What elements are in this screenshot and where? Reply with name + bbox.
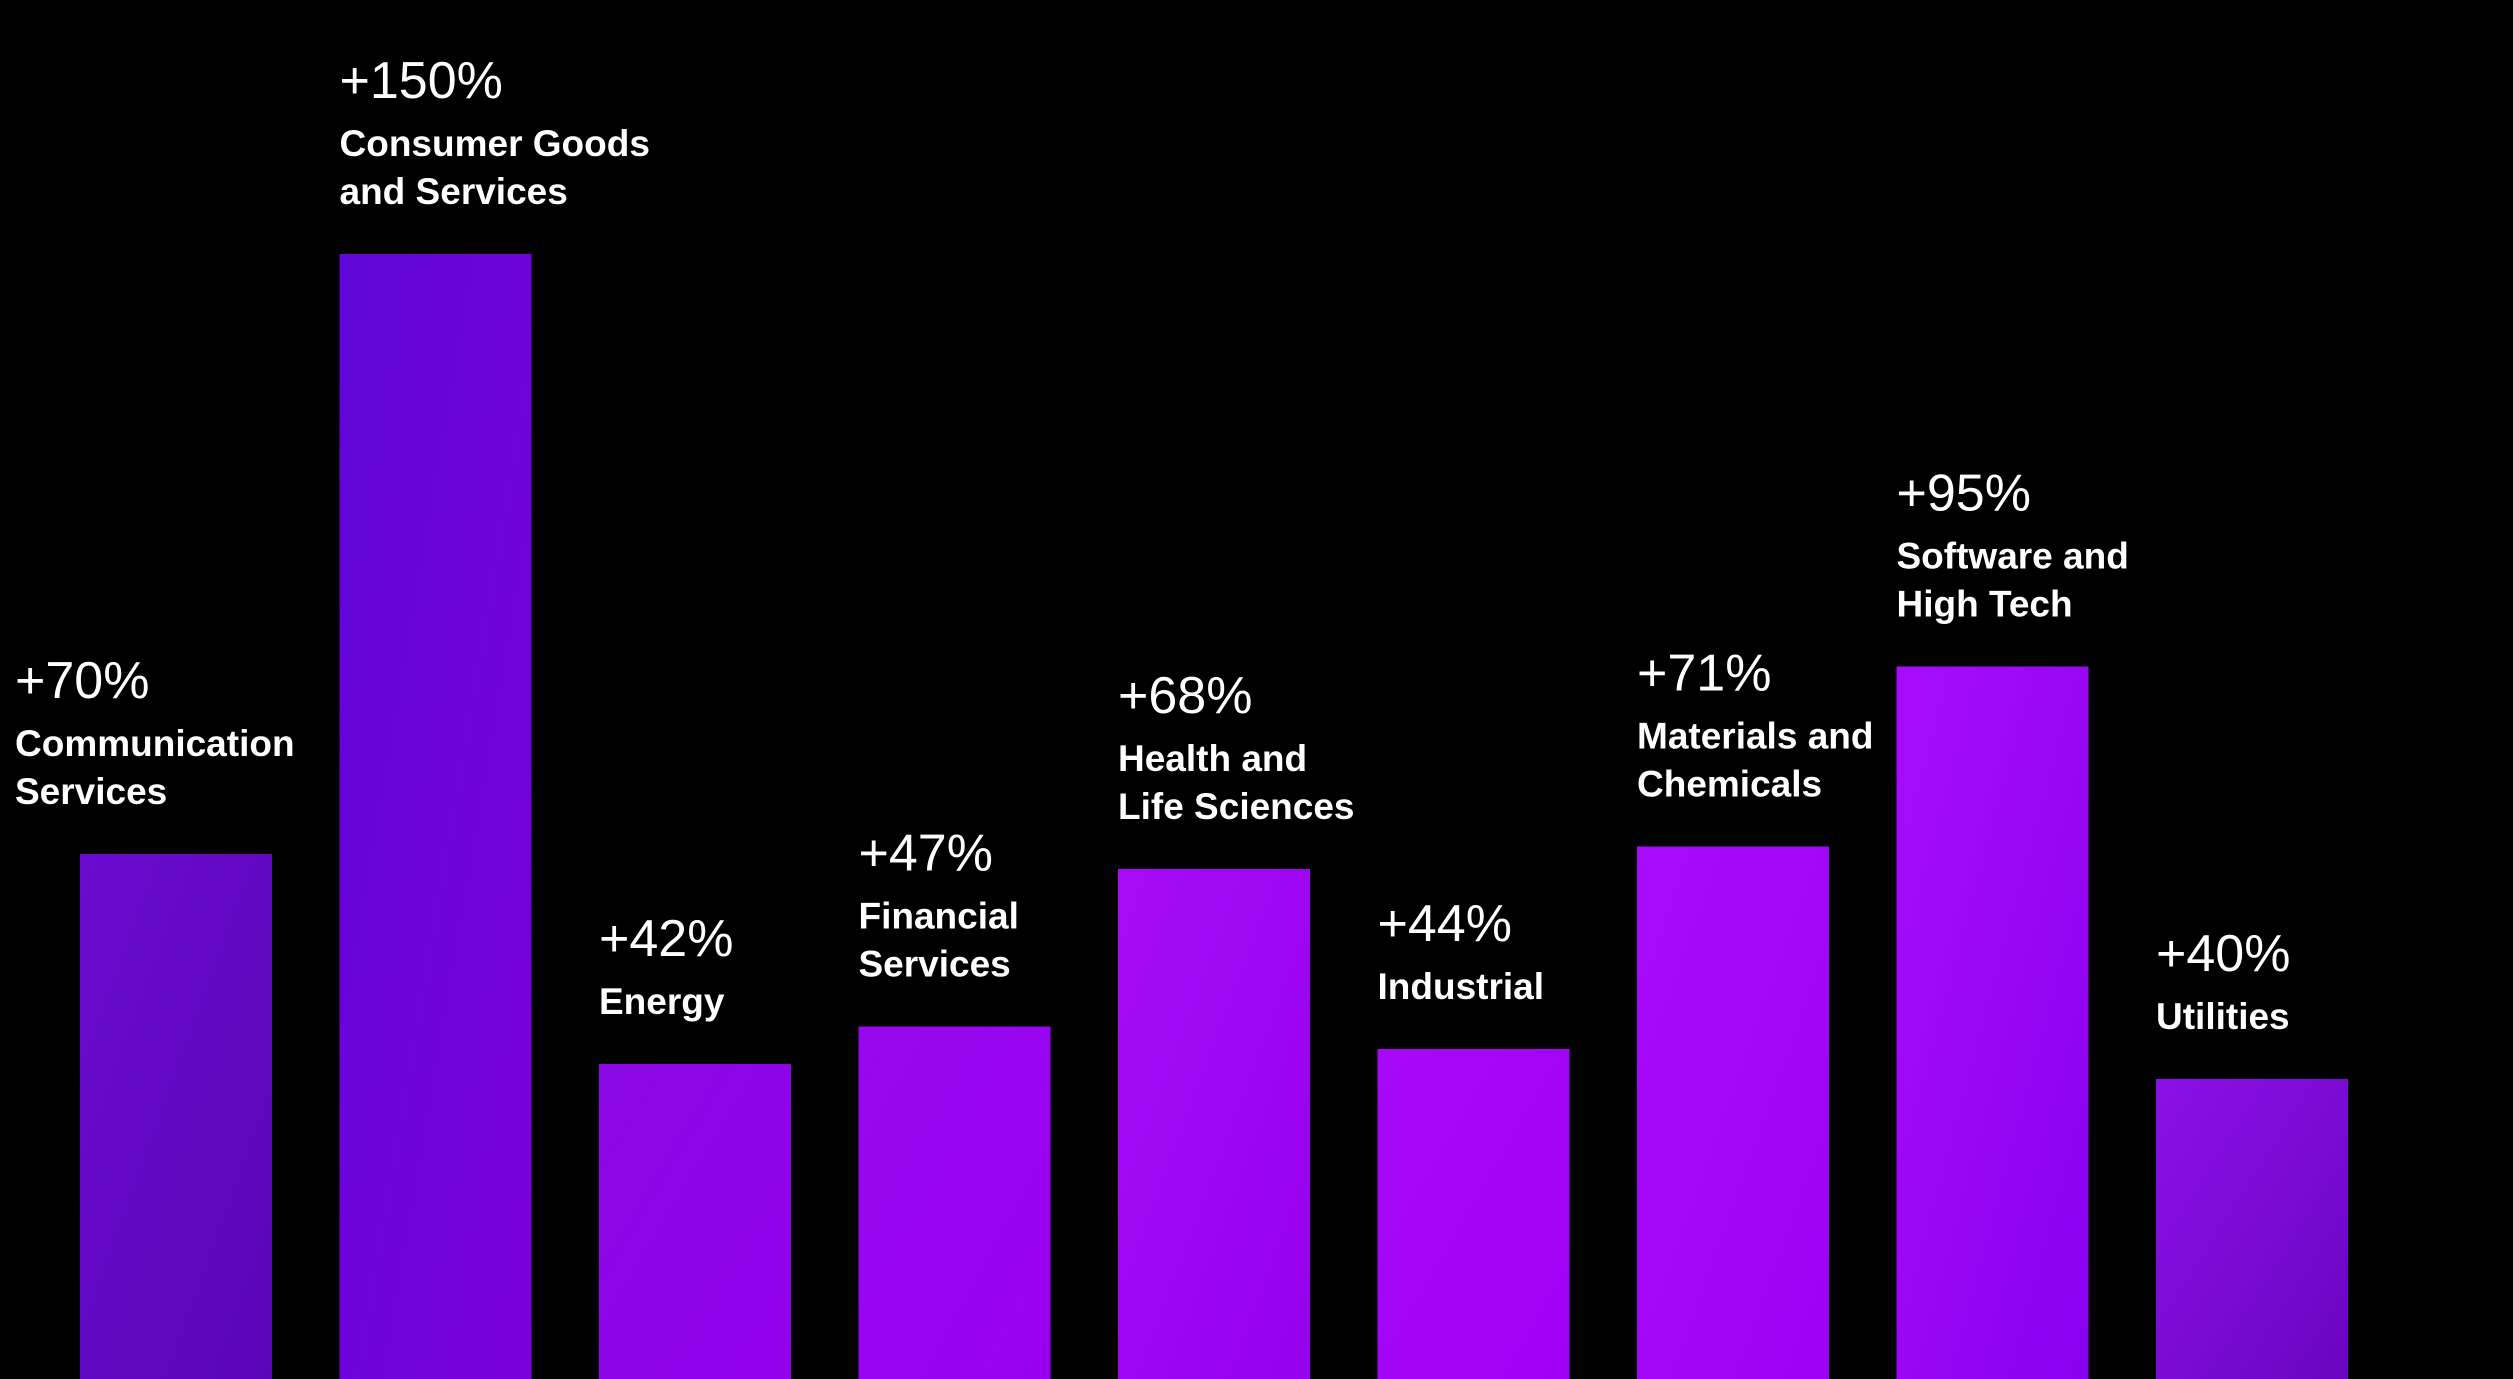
category-label-9-line-1: Utilities [2156, 996, 2290, 1037]
category-label-4-line-1: Financial [859, 896, 1019, 937]
category-label-2-line-1: Consumer Goods [340, 123, 650, 164]
category-label-5-line-1: Health and [1118, 738, 1307, 779]
bar-1 [80, 854, 272, 1379]
category-label-8-line-1: Software and [1897, 536, 2129, 577]
category-label-8-line-2: High Tech [1897, 584, 2073, 625]
value-label-7: +71% [1637, 645, 1771, 703]
category-label-1-line-1: Communication [15, 723, 295, 764]
category-label-2-line-2: and Services [340, 171, 568, 212]
value-label-9: +40% [2156, 925, 2290, 983]
bar-7 [1637, 846, 1829, 1379]
value-label-4: +47% [859, 825, 993, 883]
category-label-1-line-2: Services [15, 771, 167, 812]
value-label-5: +68% [1118, 667, 1252, 725]
bar-9 [2156, 1079, 2348, 1379]
category-label-3-line-1: Energy [599, 981, 725, 1022]
category-label-6-line-1: Industrial [1378, 966, 1545, 1007]
value-label-3: +42% [599, 910, 733, 968]
bar-6 [1377, 1049, 1570, 1379]
bar-3 [599, 1064, 791, 1379]
value-label-1: +70% [15, 652, 149, 710]
bars-layer [80, 254, 2348, 1379]
bar-8 [1896, 666, 2089, 1379]
category-label-7-line-2: Chemicals [1637, 764, 1822, 805]
bar-2 [339, 254, 532, 1379]
bar-5 [1118, 869, 1310, 1379]
value-label-6: +44% [1378, 895, 1512, 953]
bar-4 [858, 1026, 1051, 1379]
category-label-7-line-1: Materials and [1637, 716, 1873, 757]
value-label-8: +95% [1897, 465, 2031, 523]
category-label-5-line-2: Life Sciences [1118, 786, 1355, 827]
category-label-4-line-2: Services [859, 944, 1011, 985]
value-label-2: +150% [340, 52, 503, 110]
labels-layer: +70% Communication Services +150% Consumer G… [15, 52, 2290, 1037]
